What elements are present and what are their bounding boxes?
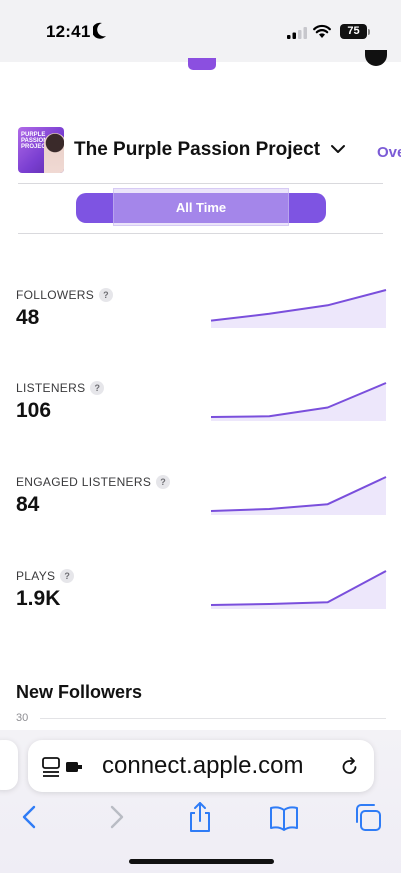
metric-label-text: FOLLOWERS xyxy=(16,288,95,302)
y-axis-tick: 30 xyxy=(16,712,29,724)
artwork-host-photo xyxy=(44,133,64,173)
sparkline-area xyxy=(211,571,386,609)
help-icon[interactable]: ? xyxy=(99,288,114,302)
time-filter-pill[interactable] xyxy=(76,193,326,223)
metric-label: PLAYS? xyxy=(16,569,75,583)
sparkline-line xyxy=(210,289,387,322)
time-filter-label[interactable]: All Time xyxy=(175,200,227,215)
status-bar xyxy=(0,0,401,62)
home-indicator xyxy=(129,859,274,864)
podcast-artwork[interactable]: PURPLE PASSION PROJECT xyxy=(18,127,64,173)
sparkline-chart xyxy=(210,476,387,515)
podcast-title[interactable]: The Purple Passion Project xyxy=(74,139,321,160)
sparkline-area xyxy=(211,290,386,328)
metric-listeners[interactable]: LISTENERS? 106 xyxy=(0,381,401,471)
forward-icon[interactable] xyxy=(100,800,132,834)
help-icon[interactable]: ? xyxy=(60,569,75,583)
time-filter-selection xyxy=(113,188,289,226)
reload-icon[interactable] xyxy=(340,756,360,778)
metric-label: ENGAGED LISTENERS? xyxy=(16,475,171,489)
metric-label: LISTENERS? xyxy=(16,381,105,395)
page-menu-icon[interactable] xyxy=(42,756,90,778)
metric-label: FOLLOWERS? xyxy=(16,288,114,302)
metric-value: 48 xyxy=(16,306,40,329)
sparkline-chart xyxy=(210,289,387,328)
metric-plays[interactable]: PLAYS? 1.9K xyxy=(0,569,401,659)
metric-value: 106 xyxy=(16,399,52,422)
sparkline-area xyxy=(211,477,386,515)
address-bar[interactable] xyxy=(28,740,374,792)
sparkline-line xyxy=(210,382,387,418)
sparkline-chart xyxy=(210,382,387,421)
sparkline-area xyxy=(211,383,386,421)
tab-overview[interactable]: Ove xyxy=(377,144,401,161)
add-button-peek[interactable] xyxy=(188,58,216,70)
metric-followers[interactable]: FOLLOWERS? 48 xyxy=(0,288,401,378)
metric-engaged-listeners[interactable]: ENGAGED LISTENERS? 84 xyxy=(0,475,401,565)
sparkline-line xyxy=(210,570,387,606)
metric-value: 1.9K xyxy=(16,587,61,610)
metric-label-text: LISTENERS xyxy=(16,381,86,395)
sparkline-chart xyxy=(210,570,387,609)
sparkline-line xyxy=(210,476,387,512)
artwork-title-text: PURPLE PASSION PROJECT xyxy=(21,132,50,150)
status-time: 12:41 xyxy=(46,22,91,41)
bookmarks-icon[interactable] xyxy=(268,800,300,834)
help-icon[interactable]: ? xyxy=(156,475,171,489)
wifi-icon xyxy=(313,24,331,38)
chevron-down-icon[interactable] xyxy=(330,143,346,155)
help-icon[interactable]: ? xyxy=(90,381,105,395)
new-followers-title: New Followers xyxy=(16,682,143,702)
url-text[interactable]: connect.apple.com xyxy=(102,752,304,779)
share-icon[interactable] xyxy=(184,800,216,834)
moon-icon xyxy=(93,22,106,39)
account-button-peek[interactable] xyxy=(365,50,387,66)
tabs-icon[interactable] xyxy=(352,800,384,834)
battery-indicator: 75 xyxy=(340,24,367,39)
back-icon[interactable] xyxy=(14,800,46,834)
previous-tab-peek[interactable] xyxy=(0,740,18,790)
metric-value: 84 xyxy=(16,493,40,516)
chart-gridline xyxy=(40,718,386,719)
divider-top xyxy=(18,183,383,184)
divider-filter xyxy=(18,233,383,234)
metric-label-text: ENGAGED LISTENERS xyxy=(16,475,152,489)
battery-cap xyxy=(368,29,370,35)
cellular-signal-icon xyxy=(287,27,307,39)
metric-label-text: PLAYS xyxy=(16,569,56,583)
